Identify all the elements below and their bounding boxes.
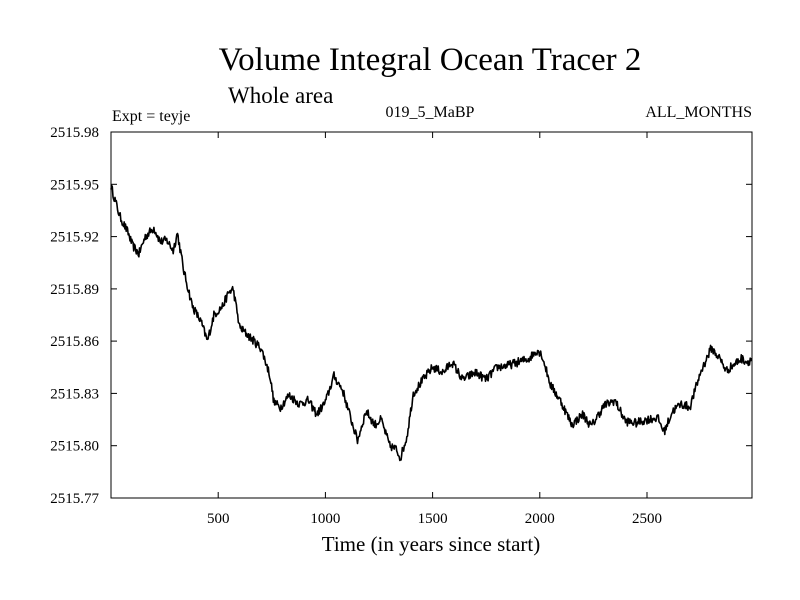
x-tick-label: 1500	[418, 511, 448, 527]
y-axis: 2515.77 2515.80 2515.83 2515.86 2515.89 2515.…	[50, 125, 752, 507]
run-label: 019_5_MaBP	[386, 104, 475, 121]
y-tick-label: 2515.86	[50, 334, 99, 350]
y-tick-label: 2515.92	[50, 230, 99, 246]
series-group	[110, 184, 753, 462]
months-label: ALL_MONTHS	[645, 104, 752, 121]
experiment-label: Expt = teyje	[112, 108, 190, 125]
x-tick-label: 500	[207, 511, 230, 527]
y-tick-label: 2515.98	[50, 125, 99, 141]
chart-title: Volume Integral Ocean Tracer 2	[219, 42, 642, 78]
y-tick-label: 2515.83	[50, 386, 99, 402]
x-axis-label: Time (in years since start)	[322, 532, 541, 556]
x-tick-label: 2000	[525, 511, 555, 527]
y-tick-label: 2515.89	[50, 282, 99, 298]
x-tick-label: 1000	[310, 511, 340, 527]
series-line	[110, 184, 753, 462]
y-tick-label: 2515.80	[50, 439, 99, 455]
x-axis: 500 1000 1500 2000 2500	[207, 132, 662, 527]
x-tick-label: 2500	[632, 511, 662, 527]
y-tick-label: 2515.77	[50, 491, 99, 507]
y-tick-label: 2515.95	[50, 177, 99, 193]
plot-frame	[110, 131, 753, 499]
chart-subtitle: Whole area	[228, 83, 333, 108]
